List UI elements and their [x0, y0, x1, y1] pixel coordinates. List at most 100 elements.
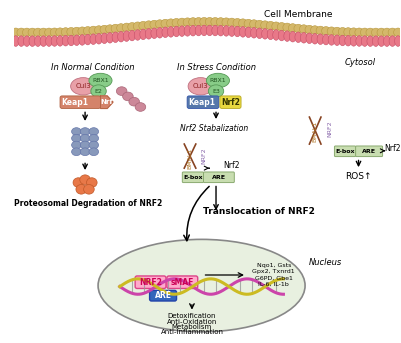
Ellipse shape — [383, 36, 390, 46]
Ellipse shape — [57, 36, 63, 46]
Ellipse shape — [61, 28, 70, 36]
Text: Nrf2: Nrf2 — [384, 144, 401, 153]
FancyBboxPatch shape — [167, 276, 198, 288]
Ellipse shape — [267, 29, 274, 40]
Ellipse shape — [105, 25, 114, 33]
Ellipse shape — [261, 21, 269, 29]
FancyBboxPatch shape — [203, 172, 234, 182]
Text: Cell Membrane: Cell Membrane — [263, 10, 332, 19]
Ellipse shape — [129, 30, 136, 41]
Ellipse shape — [139, 21, 148, 30]
Ellipse shape — [72, 128, 81, 135]
Ellipse shape — [310, 26, 319, 34]
Ellipse shape — [229, 26, 235, 36]
Ellipse shape — [300, 25, 308, 33]
Ellipse shape — [140, 29, 146, 40]
Text: BMAL1: BMAL1 — [313, 121, 318, 142]
Ellipse shape — [239, 26, 246, 37]
Ellipse shape — [18, 36, 25, 46]
Ellipse shape — [262, 28, 268, 39]
Ellipse shape — [72, 134, 81, 142]
Ellipse shape — [250, 20, 258, 28]
Ellipse shape — [316, 26, 325, 35]
Ellipse shape — [83, 26, 92, 35]
Ellipse shape — [244, 19, 253, 28]
Ellipse shape — [377, 28, 386, 37]
Ellipse shape — [360, 28, 369, 37]
Text: Keap1: Keap1 — [188, 98, 215, 107]
Ellipse shape — [189, 18, 197, 26]
Ellipse shape — [50, 28, 59, 37]
Text: NRF2: NRF2 — [139, 278, 162, 287]
Ellipse shape — [350, 36, 357, 46]
Ellipse shape — [178, 26, 185, 36]
Text: Nrf2: Nrf2 — [224, 161, 240, 170]
Ellipse shape — [133, 22, 142, 31]
Ellipse shape — [100, 25, 109, 34]
Text: Gpx2, Txnrd1: Gpx2, Txnrd1 — [253, 269, 295, 274]
Ellipse shape — [95, 26, 103, 34]
Ellipse shape — [71, 78, 96, 95]
Polygon shape — [101, 96, 113, 108]
Ellipse shape — [295, 32, 302, 43]
Ellipse shape — [12, 36, 19, 46]
Ellipse shape — [239, 19, 247, 27]
Ellipse shape — [206, 25, 213, 36]
Text: RBX1: RBX1 — [92, 78, 109, 83]
Ellipse shape — [28, 28, 37, 37]
Ellipse shape — [227, 18, 236, 27]
Ellipse shape — [80, 148, 90, 156]
Ellipse shape — [195, 25, 202, 36]
Text: Cul3: Cul3 — [193, 83, 209, 89]
Ellipse shape — [327, 27, 336, 36]
Ellipse shape — [78, 27, 87, 36]
Ellipse shape — [34, 28, 42, 37]
Ellipse shape — [389, 36, 396, 46]
FancyBboxPatch shape — [334, 146, 356, 156]
Ellipse shape — [128, 23, 136, 31]
Ellipse shape — [288, 24, 297, 32]
Ellipse shape — [150, 20, 158, 29]
Text: Anti-Inflammation: Anti-Inflammation — [160, 329, 223, 335]
Ellipse shape — [11, 28, 20, 37]
Ellipse shape — [344, 28, 352, 36]
Text: In Normal Condition: In Normal Condition — [51, 63, 134, 72]
Ellipse shape — [111, 24, 120, 33]
Ellipse shape — [361, 36, 368, 46]
Ellipse shape — [80, 128, 90, 135]
Text: Metabolism: Metabolism — [172, 324, 212, 330]
Ellipse shape — [383, 28, 391, 37]
Text: IL-6, IL-1b: IL-6, IL-1b — [258, 282, 289, 287]
Ellipse shape — [45, 28, 53, 37]
Text: Nrf2: Nrf2 — [221, 98, 240, 107]
Text: Detoxification: Detoxification — [168, 314, 216, 319]
Ellipse shape — [234, 26, 241, 37]
Ellipse shape — [207, 73, 229, 88]
Text: Keap1: Keap1 — [61, 98, 88, 107]
Ellipse shape — [272, 22, 280, 31]
Ellipse shape — [178, 18, 186, 27]
Ellipse shape — [39, 28, 48, 37]
Ellipse shape — [338, 27, 347, 36]
Text: Translocation of NRF2: Translocation of NRF2 — [203, 207, 315, 216]
Ellipse shape — [84, 185, 94, 194]
Text: Cytosol: Cytosol — [345, 58, 376, 67]
Ellipse shape — [300, 33, 307, 43]
Ellipse shape — [245, 27, 252, 38]
Text: ARE: ARE — [362, 149, 376, 154]
Ellipse shape — [72, 141, 81, 149]
FancyBboxPatch shape — [220, 96, 241, 108]
Ellipse shape — [217, 25, 224, 36]
Ellipse shape — [205, 17, 214, 26]
Ellipse shape — [371, 28, 380, 37]
Ellipse shape — [89, 141, 99, 149]
Ellipse shape — [190, 25, 196, 36]
Text: Nqo1, Gsts: Nqo1, Gsts — [257, 263, 291, 268]
Ellipse shape — [89, 128, 99, 135]
Ellipse shape — [266, 21, 275, 30]
Ellipse shape — [334, 35, 340, 46]
Ellipse shape — [117, 24, 126, 32]
Ellipse shape — [116, 87, 127, 95]
Ellipse shape — [89, 134, 99, 142]
Ellipse shape — [283, 23, 292, 32]
